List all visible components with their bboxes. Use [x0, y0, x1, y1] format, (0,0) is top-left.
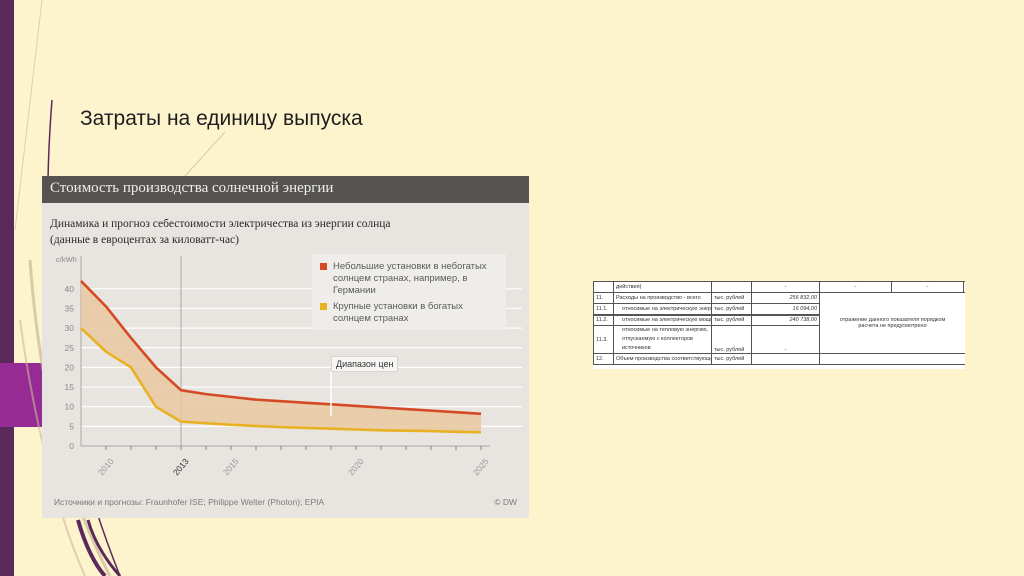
legend-item-small: Небольшие установки в небогатых солнцем …	[318, 261, 500, 297]
svg-text:2020: 2020	[346, 456, 366, 477]
svg-text:5: 5	[69, 421, 74, 431]
svg-text:2025: 2025	[471, 456, 491, 477]
chart-subtitle-line1: Динамика и прогноз себестоимости электри…	[50, 218, 391, 230]
svg-text:10: 10	[65, 402, 75, 412]
svg-text:25: 25	[65, 343, 75, 353]
table-row: 11.2. относимые на электрическую мощност…	[593, 314, 965, 326]
legend-label: Крупные установки в богатых солнцем стра…	[333, 301, 463, 324]
chart-source: Источники и прогнозы: Fraunhofer ISE; Ph…	[54, 497, 325, 507]
merged-note: отражение данного показателя порядком ра…	[819, 292, 965, 354]
price-range-callout: Диапазон цен	[331, 356, 399, 372]
chart-legend: Небольшие установки в небогатых солнцем …	[312, 254, 506, 330]
sidebar-stripe	[0, 0, 14, 576]
cost-table: действия) - - - 11. Расходы на производс…	[593, 281, 965, 369]
svg-text:35: 35	[65, 303, 75, 313]
chart-card: Стоимость производства солнечной энергии…	[42, 176, 529, 518]
svg-text:2013: 2013	[171, 456, 191, 477]
svg-text:15: 15	[65, 382, 75, 392]
legend-label: Небольшие установки в небогатых солнцем …	[333, 261, 487, 296]
svg-text:20: 20	[65, 362, 75, 372]
chart-subtitle-line2: (данные в евроцентах за киловатт-час)	[50, 234, 239, 246]
table-row: 11. Расходы на производство - всего тыс.…	[593, 292, 965, 354]
svg-text:2015: 2015	[221, 456, 241, 477]
legend-swatch-icon	[320, 303, 327, 310]
svg-text:2010: 2010	[96, 456, 116, 477]
svg-text:c/kWh: c/kWh	[56, 255, 77, 264]
svg-text:0: 0	[69, 441, 74, 451]
table-row: действия) - - -	[593, 281, 965, 293]
chart-subtitle: Динамика и прогноз себестоимости электри…	[50, 216, 391, 248]
table-row: 12. Объем производства соответствующего …	[593, 353, 965, 365]
chart-copyright: © DW	[494, 497, 517, 507]
legend-item-large: Крупные установки в богатых солнцем стра…	[318, 301, 500, 325]
slide-title: Затраты на единицу выпуска	[80, 107, 363, 130]
table-row: 11.3. относимые на тепловую энергию, отп…	[593, 325, 966, 354]
svg-text:30: 30	[65, 323, 75, 333]
svg-text:40: 40	[65, 284, 75, 294]
chart-header: Стоимость производства солнечной энергии	[42, 176, 529, 203]
legend-swatch-icon	[320, 263, 327, 270]
